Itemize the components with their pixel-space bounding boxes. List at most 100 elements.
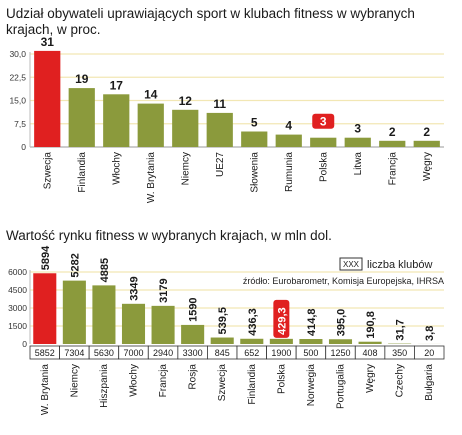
- chart2-bar: [269, 338, 293, 344]
- chart2-value-label: 4885: [99, 258, 111, 282]
- chart2-category-label: Hiszpania: [99, 364, 110, 408]
- chart1-value-label: 11: [213, 97, 226, 111]
- chart1-value-label: 3: [320, 115, 327, 129]
- chart2-value-label: 1590: [188, 297, 200, 321]
- chart1-value-label: 17: [110, 78, 124, 92]
- chart1-category-label: Litwa: [353, 152, 364, 176]
- chart2-legend-box: [339, 257, 363, 271]
- chart2-value-label: 414,8: [306, 308, 318, 336]
- chart2-value-label-badge: [273, 299, 290, 338]
- chart2-value-label: 3179: [158, 278, 170, 302]
- chart2-legend-text: liczba klubów: [367, 259, 432, 271]
- chart1-category-label: Niemcy: [180, 152, 191, 185]
- chart2-bar: [358, 341, 382, 344]
- chart2-category-label: Finlandia: [247, 364, 258, 405]
- chart1-category-label: Rumunia: [284, 152, 295, 192]
- chart1-value-label: 2: [389, 125, 396, 139]
- chart2-category-label: Norwegia: [306, 364, 317, 407]
- chart1-bar: [172, 109, 199, 147]
- chart1-value-label: 12: [179, 94, 193, 108]
- chart1-category-label: Francja: [387, 152, 398, 186]
- chart2-bar: [121, 303, 146, 344]
- chart1-value-label: 5: [251, 116, 258, 130]
- chart1-bar: [34, 50, 61, 147]
- chart2-club-count: 7000: [123, 348, 143, 358]
- chart2-value-label: 190,8: [365, 311, 377, 339]
- chart1-ytick-label: 15,0: [9, 96, 26, 106]
- chart2-category-label: Węgry: [365, 364, 376, 393]
- chart2-category-label: W. Brytania: [40, 364, 51, 416]
- chart2-category-label: Szwecja: [217, 364, 228, 402]
- chart1-value-label: 14: [144, 88, 158, 102]
- chart1-ytick-label: 22,5: [9, 72, 26, 82]
- chart1-category-label: Włochy: [111, 152, 122, 185]
- chart1-bar: [137, 103, 164, 147]
- chart2-club-count: 1900: [271, 348, 291, 358]
- chart2-bar: [151, 305, 175, 344]
- chart1-category-label: Szwecja: [42, 152, 53, 190]
- chart1-bar: [310, 137, 337, 147]
- chart1-value-label: 4: [285, 119, 292, 133]
- chart2-value-label: 31,7: [395, 319, 407, 340]
- chart1-category-label: W. Brytania: [146, 152, 157, 204]
- chart2-bar: [240, 338, 264, 344]
- chart1-bar: [68, 88, 95, 147]
- chart2-club-count: 408: [363, 348, 378, 358]
- chart1-ytick-label: 30,0: [9, 49, 26, 59]
- chart1-bar: [344, 137, 371, 147]
- chart2-club-count: 500: [303, 348, 318, 358]
- chart2-value-label: 5894: [40, 245, 52, 270]
- chart2-bar: [92, 285, 116, 344]
- chart2-category-label: Portugalia: [336, 364, 347, 409]
- chart2-club-count: 20: [424, 348, 434, 358]
- chart2-club-count: 5630: [94, 348, 114, 358]
- chart1-ytick-label: 0: [21, 142, 26, 152]
- chart2-bar: [62, 280, 86, 344]
- chart1-bar: [103, 94, 130, 147]
- chart2-value-label: 539,5: [217, 307, 229, 335]
- chart2-value-label: 429,3: [276, 307, 288, 335]
- chart2-bar: [299, 339, 323, 344]
- chart2-ytick-label: 4500: [8, 285, 27, 295]
- chart1-plot: 0 7,5 15,0 22,5 30,0 31 Szwecja 19 Finlandia 17 Wł…: [9, 35, 444, 204]
- chart2-value-label: 5282: [69, 253, 81, 277]
- chart2-bar: [210, 337, 234, 344]
- chart2-category-label: Bułgaria: [424, 364, 435, 401]
- chart2-ytick-label: 1500: [8, 321, 27, 331]
- chart2-club-count: 2940: [153, 348, 173, 358]
- chart1-category-label: Polska: [318, 152, 329, 182]
- chart1-bar: [379, 140, 406, 147]
- chart2-legend-box-label: XXX: [343, 260, 360, 269]
- chart2-bar: [33, 273, 57, 344]
- chart2-club-count: 845: [215, 348, 230, 358]
- chart2-category-label: Włochy: [129, 364, 140, 397]
- chart2-title: Wartość rynku fitness w wybranych krajac…: [6, 228, 332, 243]
- chart1-value-label: 31: [41, 35, 55, 49]
- chart2-club-count: 652: [244, 348, 259, 358]
- chart1-title: Udział obywateli uprawiających sport w k…: [6, 6, 415, 37]
- chart2-club-count: 5852: [35, 348, 55, 358]
- chart1-value-label-badge: [312, 113, 335, 129]
- chart2-value-label: 395,0: [336, 309, 348, 337]
- chart1-category-label: Słowenia: [249, 152, 260, 193]
- chart2-category-label: Polska: [276, 364, 287, 394]
- chart2-value-label: 436,3: [247, 308, 259, 336]
- chart2-club-count: 350: [392, 348, 407, 358]
- chart2-bar: [328, 339, 353, 344]
- chart2-ytick-label: 6000: [8, 267, 27, 277]
- chart2-club-count: 3300: [183, 348, 203, 358]
- chart2-ytick-label: 3000: [8, 303, 27, 313]
- chart2-value-label: 3349: [129, 276, 141, 300]
- chart1-bar: [413, 140, 440, 147]
- chart2-club-count: 1250: [330, 348, 350, 358]
- chart2-source: źródło: Eurobarometr, Komisja Europejska…: [243, 276, 444, 286]
- chart1-ytick-label: 7,5: [14, 119, 26, 129]
- chart1-value-label: 2: [423, 125, 430, 139]
- chart2-category-label: Francja: [158, 364, 169, 398]
- chart2-category-label: Rosja: [188, 364, 199, 390]
- chart1-value-label: 19: [75, 72, 89, 86]
- chart1-value-label: 3: [354, 122, 361, 136]
- chart1-category-label: Finlandia: [77, 152, 88, 193]
- chart2-category-label: Czechy: [395, 364, 406, 397]
